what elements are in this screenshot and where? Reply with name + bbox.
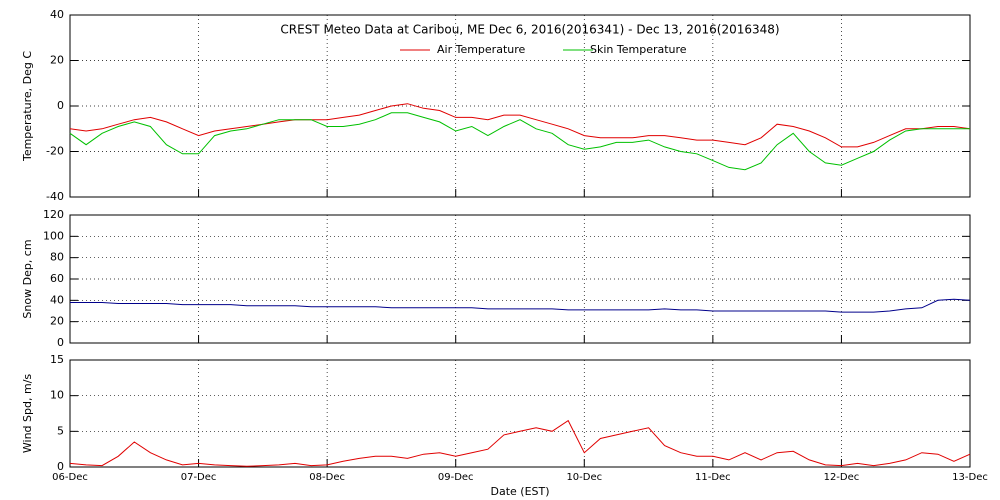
y-tick-label: 120	[43, 208, 64, 221]
legend-label: Air Temperature	[437, 43, 526, 56]
y-tick-label: 0	[57, 99, 64, 112]
y-tick-label: 100	[43, 229, 64, 242]
y-tick-label: 80	[50, 251, 64, 264]
y-tick-label: -20	[46, 145, 64, 158]
y-tick-label: 40	[50, 8, 64, 21]
y-tick-label: 5	[57, 424, 64, 437]
y-axis-label: Temperature, Deg C	[21, 51, 34, 162]
x-tick-label: 10-Dec	[566, 472, 602, 483]
x-tick-label: 08-Dec	[309, 472, 345, 483]
y-axis-label: Wind Spd, m/s	[21, 374, 34, 454]
chart-title: CREST Meteo Data at Caribou, ME Dec 6, 2…	[280, 23, 779, 37]
data-line	[69, 112, 970, 171]
x-tick-label: 12-Dec	[824, 472, 860, 483]
data-line	[69, 419, 971, 467]
x-tick-label: 09-Dec	[438, 472, 474, 483]
plot-frame	[69, 359, 971, 468]
data-line	[70, 298, 971, 313]
data-line	[69, 103, 971, 148]
y-tick-label: 15	[50, 353, 64, 366]
plot-frame	[69, 214, 971, 344]
plot-frame	[69, 14, 971, 198]
x-tick-label: 11-Dec	[695, 472, 731, 483]
y-axis-label: Snow Dep, cm	[21, 239, 34, 318]
y-tick-label: 10	[50, 389, 64, 402]
x-tick-label: 07-Dec	[181, 472, 217, 483]
y-tick-label: 0	[57, 336, 64, 349]
y-tick-label: 20	[50, 54, 64, 67]
x-axis-label: Date (EST)	[490, 485, 549, 498]
y-tick-label: 40	[50, 293, 64, 306]
y-tick-label: -40	[46, 190, 64, 203]
legend-label: Skin Temperature	[590, 43, 687, 56]
y-tick-label: 60	[50, 272, 64, 285]
x-tick-label: 06-Dec	[52, 472, 88, 483]
y-tick-label: 20	[50, 315, 64, 328]
y-tick-label: 0	[57, 460, 64, 473]
x-tick-label: 13-Dec	[952, 472, 988, 483]
